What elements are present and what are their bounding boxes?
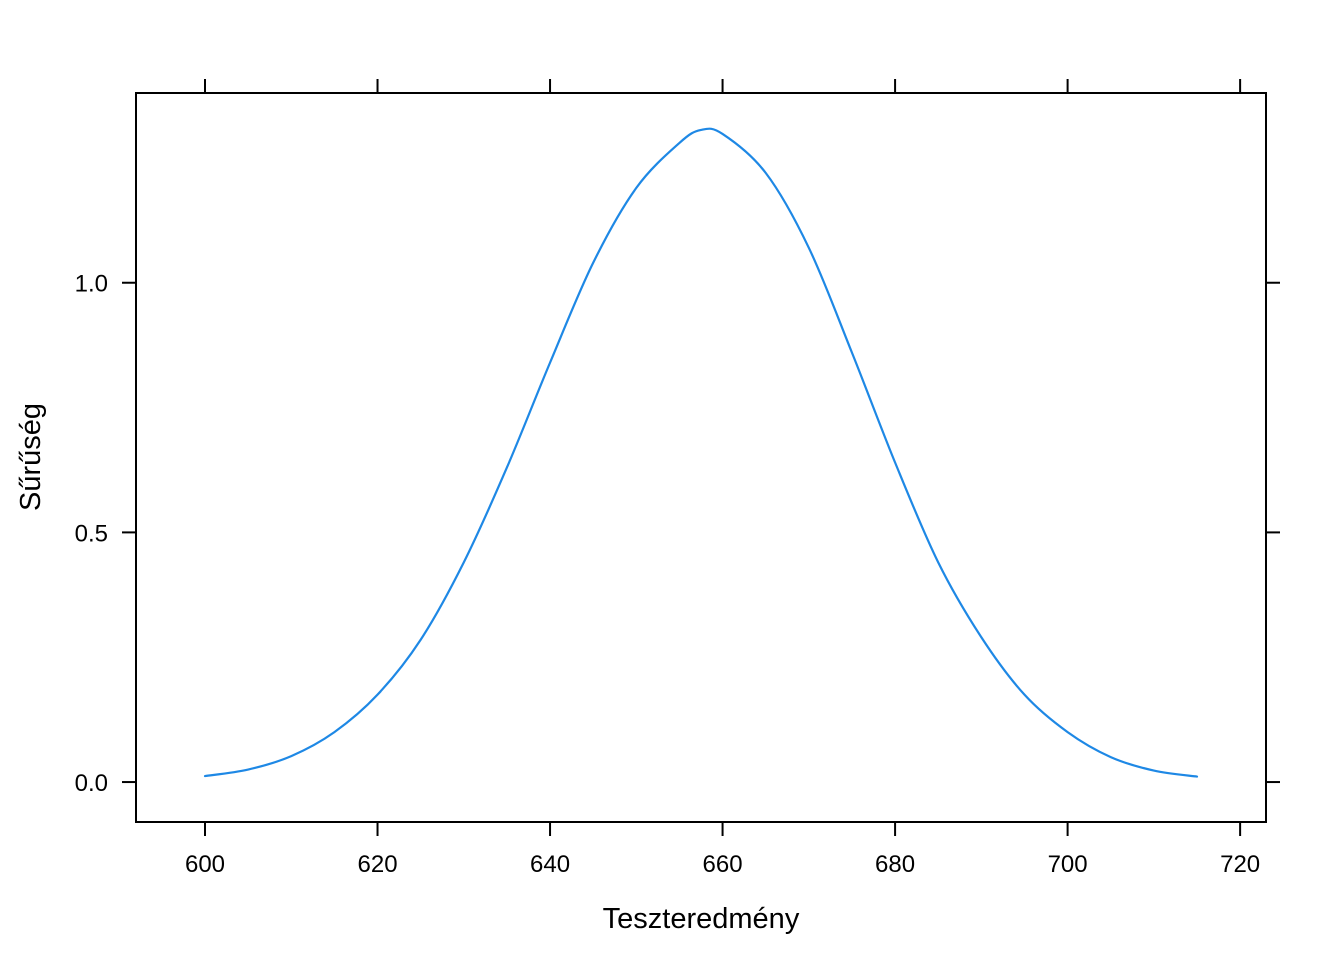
- x-tick-label: 620: [358, 851, 398, 878]
- x-tick-label: 640: [530, 851, 570, 878]
- plot-frame: [135, 92, 1267, 823]
- x-tick-label: 720: [1220, 851, 1260, 878]
- y-tick-label: 1.0: [75, 271, 108, 298]
- x-axis-ticks: 600 620 640 660 680 700 720: [185, 79, 1260, 878]
- x-tick-label: 660: [703, 851, 743, 878]
- y-axis-ticks: 0.0 0.5 1.0: [75, 271, 1280, 797]
- x-tick-label: 600: [185, 851, 225, 878]
- y-tick-label: 0.5: [75, 520, 108, 547]
- y-axis-title: Sűrűség: [15, 403, 47, 511]
- x-tick-label: 680: [875, 851, 915, 878]
- x-axis-title: Teszteredmény: [603, 903, 800, 935]
- density-curve: [203, 127, 1199, 778]
- x-tick-label: 700: [1048, 851, 1088, 878]
- y-tick-label: 0.0: [75, 770, 108, 797]
